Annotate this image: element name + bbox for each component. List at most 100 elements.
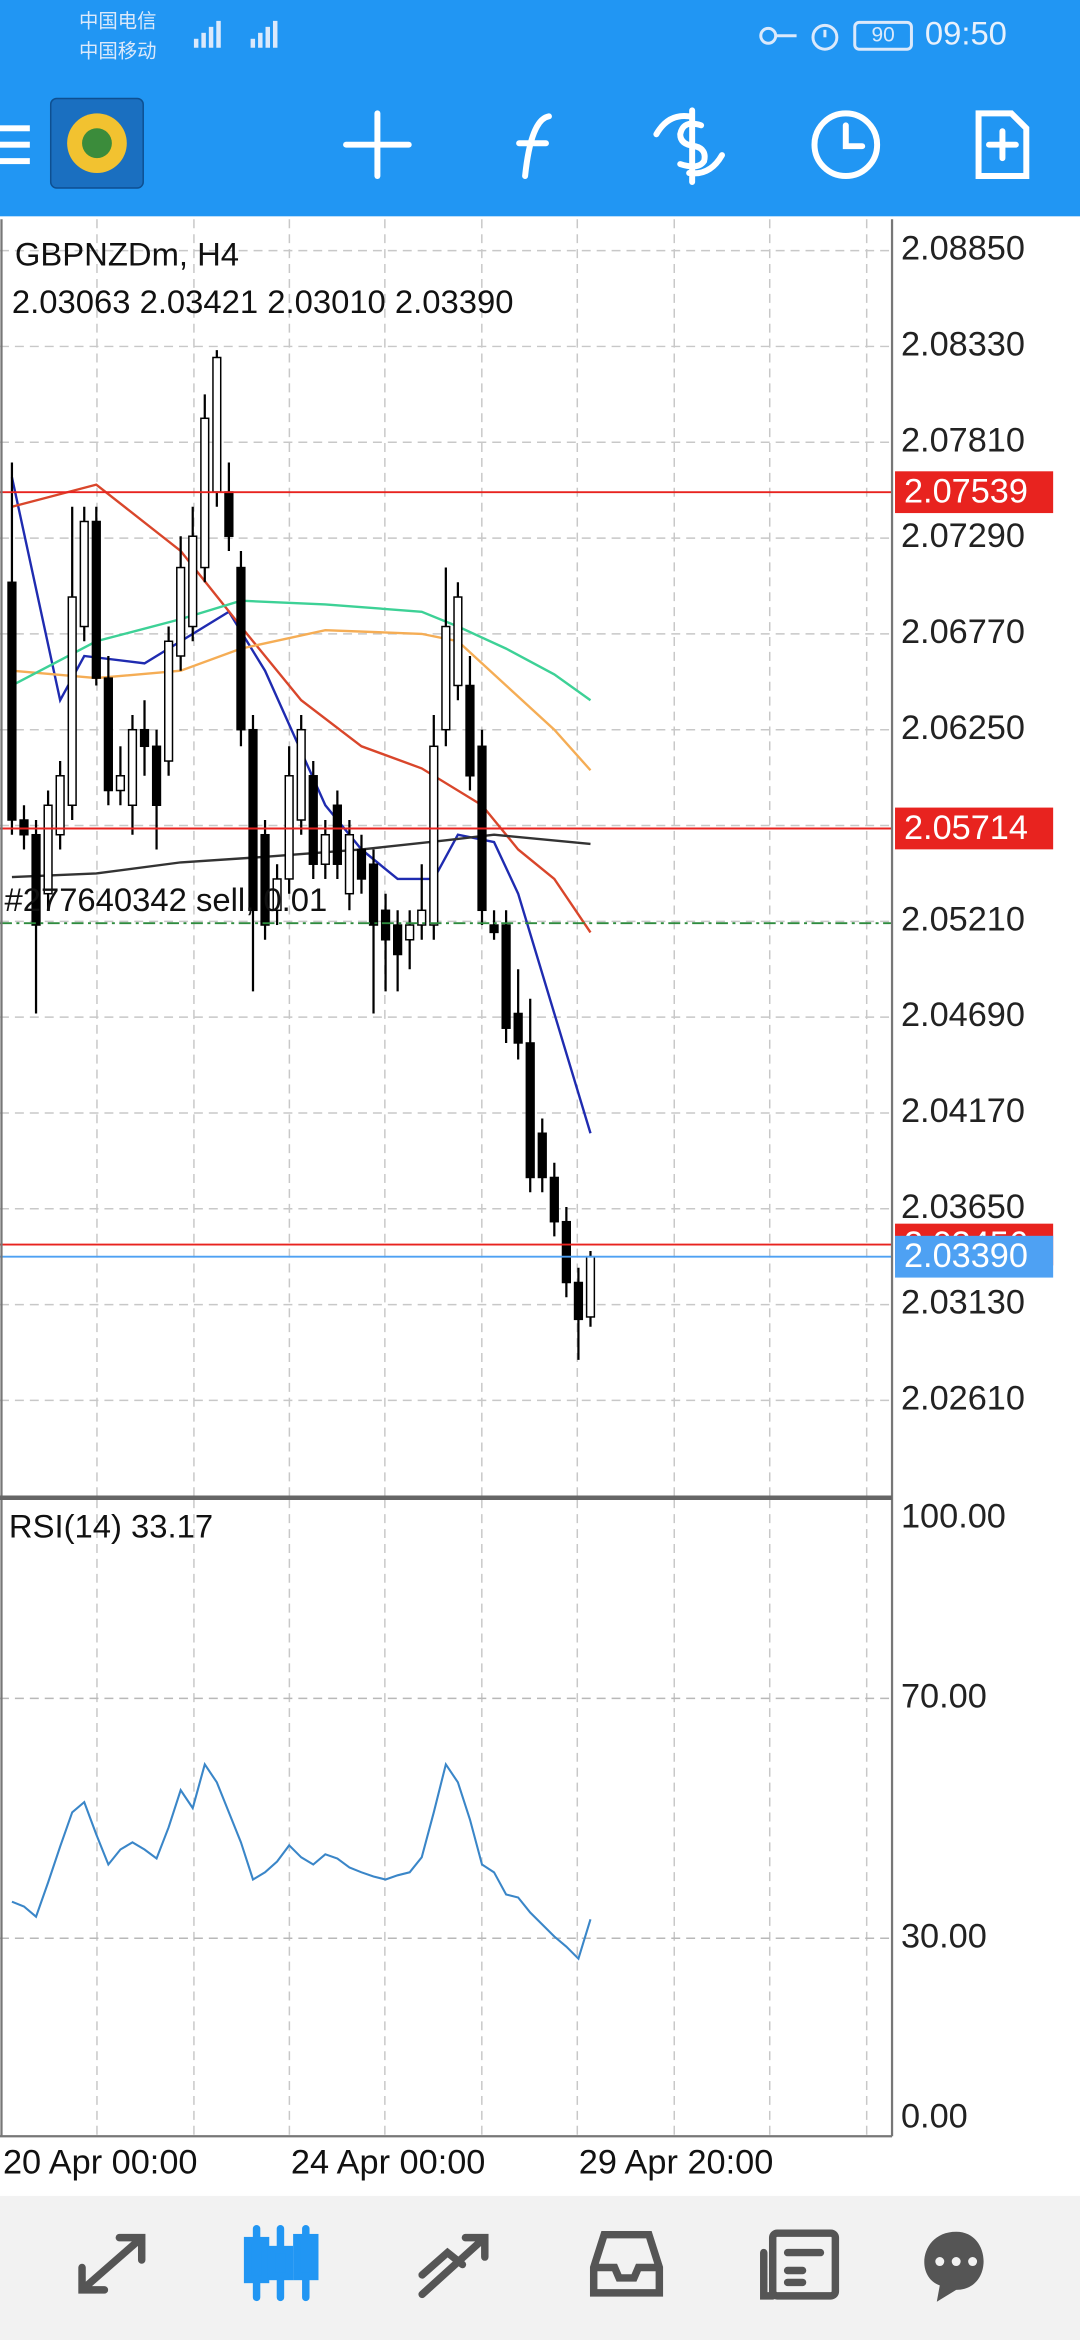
candle-body: [103, 677, 113, 792]
y-tick-label: 2.06250: [901, 709, 1025, 747]
indicator-title: RSI(14) 33.17: [9, 1508, 213, 1545]
carrier: 中国移动: [79, 40, 157, 62]
candle-body: [19, 819, 29, 836]
candle-body: [308, 775, 318, 865]
indicators-button[interactable]: [516, 113, 552, 180]
chart-tab[interactable]: [243, 2224, 319, 2302]
candle-body: [79, 520, 89, 628]
moving-average: [11, 629, 592, 772]
candle-body: [344, 833, 355, 895]
candle-body: [561, 1220, 571, 1284]
candle-body: [332, 804, 342, 865]
carrier: 中国电信: [79, 11, 157, 33]
candle-body: [537, 1132, 547, 1179]
y-tick-label: 2.04170: [901, 1092, 1025, 1130]
price-tag: [895, 807, 1054, 850]
candle-body: [272, 878, 282, 912]
candle-body: [393, 924, 403, 956]
candle-body: [284, 775, 294, 880]
rsi-line: [11, 1761, 592, 1961]
candle-body: [248, 728, 258, 912]
candle-body: [405, 924, 415, 941]
timeframe-button[interactable]: [811, 110, 881, 180]
moving-average: [11, 833, 591, 879]
candle-body: [7, 581, 17, 821]
candle-body: [224, 491, 234, 537]
candle-body: [441, 625, 451, 731]
candle-body: [31, 833, 41, 926]
y-tick-label: 2.05210: [901, 900, 1025, 938]
candle-body: [296, 728, 306, 821]
status-icons: [759, 20, 913, 51]
new-order-button[interactable]: [975, 110, 1030, 180]
candle-body: [585, 1255, 596, 1318]
candle-body: [260, 833, 270, 926]
candle-body: [163, 640, 174, 762]
bottom-nav: [0, 2195, 1080, 2340]
candle-body: [67, 596, 77, 807]
candle-body: [525, 1042, 535, 1179]
y-tick-label: 0.00: [901, 2097, 968, 2135]
candle-body: [320, 833, 330, 865]
moving-average: [11, 483, 592, 934]
candle-body: [429, 745, 439, 926]
candle-body: [513, 1012, 523, 1044]
candle-body: [91, 520, 101, 679]
chart-area: 2.08850 2.08330 2.07810 2.07290 2.06770 2.062…: [0, 219, 1054, 2182]
crosshair-button[interactable]: [343, 110, 412, 180]
signal-icons: [193, 20, 278, 48]
order-label: #277640342 sell, 0.01: [4, 881, 327, 918]
candle-body: [176, 566, 186, 657]
quotes-tab[interactable]: [78, 2233, 146, 2294]
trade-tab[interactable]: [418, 2233, 489, 2299]
candle-body: [356, 848, 367, 880]
y-tick-label: 2.08850: [901, 230, 1025, 268]
candle-body: [151, 745, 162, 807]
moving-average: [11, 599, 592, 702]
history-tab[interactable]: [589, 2230, 664, 2297]
price-tag-label: 2.03390: [904, 1237, 1028, 1275]
battery: 90: [871, 23, 894, 46]
candle-body: [236, 566, 246, 731]
price-tag-label: 2.07539: [904, 473, 1028, 511]
candle-body: [549, 1176, 559, 1223]
y-tick-label: 30.00: [901, 1917, 987, 1955]
candle-body: [55, 775, 65, 836]
y-tick-label: 100.00: [901, 1497, 1006, 1535]
x-tick-label: 29 Apr 20:00: [579, 2144, 774, 2182]
candle-body: [489, 924, 499, 934]
candle-body: [501, 924, 511, 1029]
clock: 09:50: [925, 14, 1007, 51]
candle-body: [212, 356, 222, 493]
y-tick-label: 2.07290: [901, 517, 1025, 555]
ohlc-label: 2.03063 2.03421 2.03010 2.03390: [12, 283, 514, 320]
y-tick-label: 2.03650: [901, 1188, 1025, 1226]
menu-button[interactable]: [0, 125, 30, 165]
candle-body: [127, 728, 138, 807]
candle-body: [465, 684, 475, 777]
y-tick-label: 2.04690: [901, 996, 1025, 1034]
price-tag: [895, 471, 1054, 514]
candle-body: [43, 804, 53, 895]
y-tick-label: 2.07810: [901, 421, 1025, 459]
y-tick-label: 2.06770: [901, 613, 1025, 651]
news-tab[interactable]: [760, 2229, 840, 2300]
x-tick-label: 24 Apr 00:00: [291, 2144, 486, 2182]
candle-body: [573, 1281, 584, 1321]
app-bar: [0, 0, 1080, 217]
chart-title: GBPNZDm, H4: [15, 235, 239, 272]
price-tag: [895, 1235, 1054, 1278]
candle-body: [139, 728, 150, 748]
candle-body: [368, 863, 379, 926]
y-tick-label: 2.08330: [901, 325, 1025, 363]
x-tick-label: 20 Apr 00:00: [3, 2144, 198, 2182]
y-tick-label: 2.02610: [901, 1379, 1025, 1417]
app-logo[interactable]: [49, 97, 144, 189]
chat-tab[interactable]: [924, 2231, 984, 2302]
trade-button[interactable]: [653, 107, 725, 185]
candle-body: [417, 909, 427, 926]
y-tick-label: 70.00: [901, 1677, 987, 1715]
candle-body: [453, 596, 463, 687]
